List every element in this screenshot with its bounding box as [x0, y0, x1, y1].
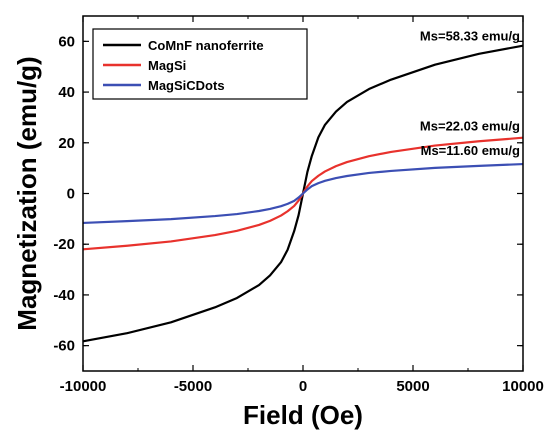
legend: CoMnF nanoferrite MagSi MagSiCDots — [92, 28, 308, 100]
ms-annotation-1: Ms=58.33 emu/g — [420, 29, 520, 44]
y-axis-title: Magnetization (emu/g) — [12, 56, 42, 330]
x-axis-title: Field (Oe) — [243, 400, 363, 430]
x-tick-label: 0 — [299, 378, 307, 395]
y-tick-label: -20 — [53, 236, 75, 253]
legend-label-2: MagSi — [148, 58, 186, 73]
y-tick-label: 40 — [58, 84, 75, 101]
legend-label-1: CoMnF nanoferrite — [148, 38, 264, 53]
y-tick-label: 0 — [67, 186, 75, 203]
y-tick-label: -60 — [53, 338, 75, 355]
ms-annotation-2: Ms=22.03 emu/g — [420, 119, 520, 134]
y-tick-label: 60 — [58, 33, 75, 50]
axis-ticks — [82, 16, 524, 371]
series-line-3-descending — [82, 163, 524, 224]
y-tick-label: 20 — [58, 135, 75, 152]
legend-label-3: MagSiCDots — [148, 78, 225, 93]
axis-tick-labels: -10000 -5000 0 5000 10000 -60 -40 -20 0 20 40 60 — [53, 33, 544, 395]
x-tick-label: 10000 — [502, 378, 544, 395]
x-tick-label: 5000 — [396, 378, 429, 395]
y-tick-label: -40 — [53, 287, 75, 304]
annotations: Ms=58.33 emu/g Ms=22.03 emu/g Ms=11.60 emu… — [420, 29, 520, 158]
series-curves — [82, 44, 524, 343]
ms-annotation-3: Ms=11.60 emu/g — [421, 143, 520, 158]
x-tick-label: -10000 — [60, 378, 107, 395]
x-tick-label: -5000 — [174, 378, 212, 395]
